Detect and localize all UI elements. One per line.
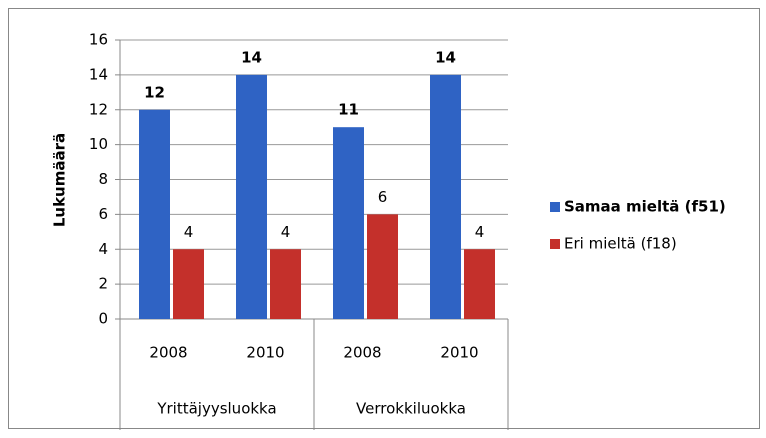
y-tick-label: 12 [89, 100, 108, 118]
y-tick-label: 14 [89, 65, 108, 83]
data-label: 4 [281, 223, 291, 241]
bar [430, 74, 461, 319]
data-label: 14 [241, 48, 262, 66]
x-tick-label: 2010 [440, 344, 478, 362]
legend-swatch [550, 202, 560, 212]
bar [367, 214, 398, 319]
bar [173, 249, 204, 319]
group-label: Yrittäjyysluokka [156, 400, 276, 418]
bar [333, 127, 364, 319]
data-label: 12 [144, 83, 165, 101]
y-tick-label: 4 [98, 240, 108, 258]
data-label: 4 [475, 223, 485, 241]
y-tick-label: 0 [98, 310, 108, 328]
bar [270, 249, 301, 319]
data-label: 11 [338, 101, 359, 119]
legend-label: Eri mieltä (f18) [564, 235, 677, 253]
x-tick-label: 2008 [149, 344, 187, 362]
data-label: 4 [184, 223, 194, 241]
x-tick-label: 2008 [343, 344, 381, 362]
y-tick-label: 6 [98, 205, 108, 223]
x-tick-label: 2010 [246, 344, 284, 362]
legend-label: Samaa mieltä (f51) [564, 198, 726, 216]
y-tick-label: 16 [89, 31, 108, 49]
data-label: 6 [378, 188, 388, 206]
group-label: Verrokkiluokka [356, 400, 466, 418]
y-tick-label: 2 [98, 275, 108, 293]
data-label: 14 [435, 48, 456, 66]
y-axis-label: Lukumäärä [51, 133, 69, 227]
bar [464, 249, 495, 319]
y-tick-label: 8 [98, 170, 108, 188]
y-tick-label: 10 [89, 135, 108, 153]
legend-swatch [550, 239, 560, 249]
bar [236, 74, 267, 319]
bar [139, 109, 170, 319]
